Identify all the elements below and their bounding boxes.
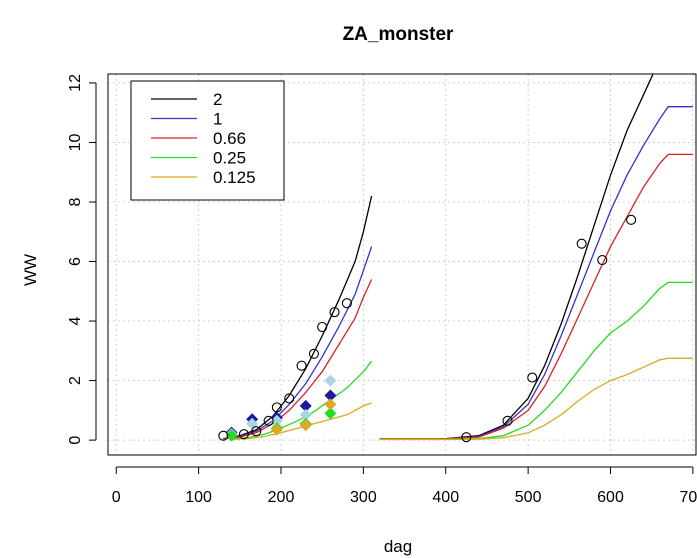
observation-diamond bbox=[324, 398, 337, 411]
observation-diamond bbox=[324, 407, 337, 420]
legend-box bbox=[130, 80, 285, 201]
x-axis-title: dag bbox=[384, 537, 412, 556]
y-axis-title: WW bbox=[21, 254, 40, 286]
y-tick-label: 8 bbox=[67, 197, 84, 206]
observation-circle bbox=[238, 429, 249, 440]
legend-label: 1 bbox=[213, 110, 222, 129]
observation-diamond bbox=[324, 374, 337, 387]
series-line-2 bbox=[223, 195, 373, 440]
series-line-1 bbox=[223, 246, 373, 440]
legend-label: 0.66 bbox=[213, 129, 246, 148]
observation-circle bbox=[308, 348, 319, 359]
observation-circle bbox=[329, 307, 340, 318]
observation-diamond bbox=[324, 389, 337, 402]
y-tick-label: 6 bbox=[67, 257, 84, 266]
plot-border bbox=[107, 73, 697, 456]
series-lines bbox=[223, 74, 693, 441]
observation-circle bbox=[597, 254, 608, 266]
observation-circle bbox=[251, 426, 262, 437]
series-line-2 bbox=[379, 74, 654, 440]
x-tick-label: 100 bbox=[185, 489, 212, 506]
y-tick-label: 4 bbox=[67, 317, 84, 326]
observation-diamond bbox=[299, 399, 312, 412]
observation-circle bbox=[263, 415, 274, 426]
observation-circle bbox=[626, 214, 637, 225]
gridlines bbox=[108, 74, 697, 455]
x-tick-label: 700 bbox=[680, 489, 697, 506]
series-line-0.25 bbox=[379, 281, 693, 440]
observation-diamond bbox=[270, 414, 283, 427]
observation-circle bbox=[576, 238, 587, 249]
axes: 0100200300400500600700024681012 bbox=[67, 74, 697, 506]
series-line-0.66 bbox=[379, 153, 693, 440]
legend-label: 0.125 bbox=[213, 168, 256, 187]
x-tick-label: 300 bbox=[350, 489, 377, 506]
y-tick-label: 10 bbox=[67, 133, 84, 151]
observation-circle bbox=[284, 393, 295, 404]
y-tick-label: 12 bbox=[67, 74, 84, 92]
observation-diamond bbox=[299, 408, 312, 421]
observation-circle bbox=[527, 372, 538, 383]
observation-circle bbox=[502, 415, 513, 426]
legend: 210.660.250.125 bbox=[130, 80, 285, 201]
chart-title: ZA_monster bbox=[343, 24, 454, 45]
observation-points bbox=[218, 214, 637, 443]
observation-circle bbox=[271, 402, 282, 413]
observation-circle bbox=[218, 430, 229, 441]
x-tick-label: 500 bbox=[515, 489, 542, 506]
legend-label: 2 bbox=[213, 90, 222, 109]
y-tick-label: 2 bbox=[67, 376, 84, 385]
observation-circle bbox=[296, 360, 307, 371]
observation-diamond bbox=[270, 423, 283, 436]
x-tick-label: 400 bbox=[432, 489, 459, 506]
y-tick-label: 0 bbox=[67, 436, 84, 445]
x-tick-label: 600 bbox=[597, 489, 624, 506]
x-tick-label: 0 bbox=[112, 489, 121, 506]
observation-circle bbox=[317, 321, 328, 333]
observation-circle bbox=[461, 432, 472, 443]
series-line-1 bbox=[379, 106, 693, 440]
observation-circle bbox=[341, 298, 352, 309]
series-line-0.66 bbox=[223, 279, 373, 440]
observation-diamond bbox=[299, 419, 312, 432]
observation-diamond bbox=[225, 429, 238, 442]
series-line-0.125 bbox=[379, 357, 693, 441]
legend-label: 0.25 bbox=[213, 149, 246, 168]
x-tick-label: 200 bbox=[268, 489, 295, 506]
